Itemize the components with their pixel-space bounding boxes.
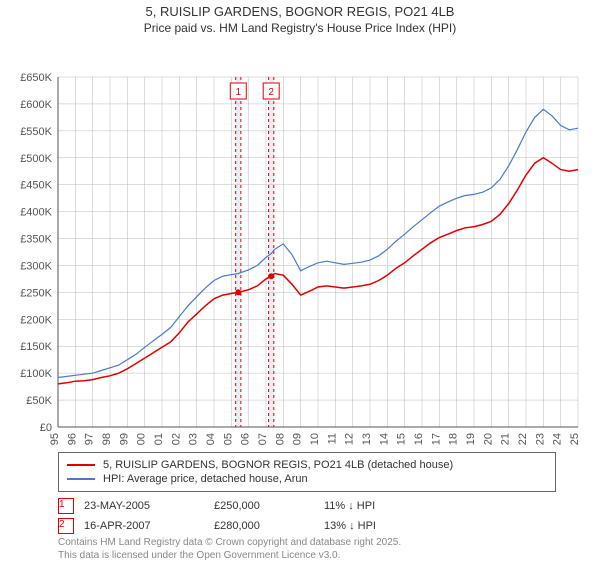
x-tick-label: 2019 [465, 433, 477, 445]
x-tick-label: 2010 [309, 433, 321, 445]
legend-row: HPI: Average price, detached house, Arun [67, 473, 547, 485]
sale-price: £280,000 [214, 520, 324, 532]
x-tick-label: 1996 [66, 433, 78, 445]
x-tick-label: 2013 [361, 433, 373, 445]
sale-point [235, 289, 241, 295]
x-tick-label: 2002 [170, 433, 182, 445]
x-tick-label: 2021 [500, 433, 512, 445]
chart-container: 5, RUISLIP GARDENS, BOGNOR REGIS, PO21 4… [0, 0, 600, 560]
footer-note: Contains HM Land Registry data © Crown c… [58, 536, 401, 562]
y-tick-label: £0 [40, 422, 52, 434]
y-tick-label: £550K [20, 126, 52, 138]
legend-swatch [67, 478, 95, 480]
x-tick-label: 2004 [205, 433, 217, 445]
y-tick-label: £650K [20, 72, 52, 84]
x-tick-label: 2020 [482, 433, 494, 445]
sale-marker-id: 1 [235, 87, 241, 98]
sales-row: 2 16-APR-2007£280,00013% ↓ HPI [58, 518, 434, 534]
legend-row: 5, RUISLIP GARDENS, BOGNOR REGIS, PO21 4… [67, 459, 547, 471]
sales-row: 1 23-MAY-2005£250,00011% ↓ HPI [58, 498, 434, 514]
x-tick-label: 1997 [84, 433, 96, 445]
x-tick-label: 2001 [153, 433, 165, 445]
x-tick-label: 2009 [292, 433, 304, 445]
sale-marker-id: 2 [268, 87, 274, 98]
y-tick-label: £150K [20, 341, 52, 353]
sale-point [268, 273, 274, 279]
x-tick-label: 2014 [378, 433, 390, 445]
legend-label: HPI: Average price, detached house, Arun [103, 473, 308, 485]
y-tick-label: £500K [20, 153, 52, 165]
y-tick-label: £200K [20, 314, 52, 326]
x-tick-label: 2025 [569, 433, 581, 445]
x-tick-label: 2016 [413, 433, 425, 445]
x-tick-label: 2017 [430, 433, 442, 445]
sale-date: 16-APR-2007 [84, 520, 214, 532]
y-tick-label: £600K [20, 99, 52, 111]
y-tick-label: £400K [20, 207, 52, 219]
sale-marker-icon: 1 [58, 498, 74, 514]
x-tick-label: 2005 [222, 433, 234, 445]
footer-line1: Contains HM Land Registry data © Crown c… [58, 536, 401, 549]
sales-table: 1 23-MAY-2005£250,00011% ↓ HPI 2 16-APR-200… [58, 494, 434, 538]
sale-diff: 13% ↓ HPI [324, 520, 434, 532]
x-tick-label: 2012 [344, 433, 356, 445]
sale-marker-icon: 2 [58, 518, 74, 534]
y-tick-label: £300K [20, 260, 52, 272]
y-tick-label: £350K [20, 234, 52, 246]
x-tick-label: 2011 [326, 433, 338, 445]
x-tick-label: 2000 [136, 433, 148, 445]
x-tick-label: 2023 [534, 433, 546, 445]
sale-price: £250,000 [214, 500, 324, 512]
sale-diff: 11% ↓ HPI [324, 500, 434, 512]
x-tick-label: 2003 [188, 433, 200, 445]
x-tick-label: 2006 [240, 433, 252, 445]
x-tick-label: 2024 [552, 433, 564, 445]
y-tick-label: £50K [26, 395, 52, 407]
x-tick-label: 1995 [49, 433, 61, 445]
x-tick-label: 2022 [517, 433, 529, 445]
x-tick-label: 1998 [101, 433, 113, 445]
title-line1: 5, RUISLIP GARDENS, BOGNOR REGIS, PO21 4… [0, 4, 600, 19]
x-tick-label: 2007 [257, 433, 269, 445]
sale-band [236, 77, 241, 427]
footer-line2: This data is licensed under the Open Gov… [58, 549, 401, 562]
x-tick-label: 2018 [448, 433, 460, 445]
y-tick-label: £450K [20, 180, 52, 192]
title-line2: Price paid vs. HM Land Registry's House … [0, 21, 600, 35]
chart-svg: £0 £50K £100K £150K £200K £250K £300K £350K £400… [0, 35, 600, 445]
sale-date: 23-MAY-2005 [84, 500, 214, 512]
legend-box: 5, RUISLIP GARDENS, BOGNOR REGIS, PO21 4… [58, 452, 556, 492]
title-block: 5, RUISLIP GARDENS, BOGNOR REGIS, PO21 4… [0, 0, 600, 35]
y-tick-label: £100K [20, 368, 52, 380]
x-tick-label: 2015 [396, 433, 408, 445]
legend-label: 5, RUISLIP GARDENS, BOGNOR REGIS, PO21 4… [103, 459, 453, 471]
y-tick-label: £250K [20, 287, 52, 299]
x-tick-label: 2008 [274, 433, 286, 445]
x-tick-label: 1999 [118, 433, 130, 445]
legend-swatch [67, 464, 95, 466]
